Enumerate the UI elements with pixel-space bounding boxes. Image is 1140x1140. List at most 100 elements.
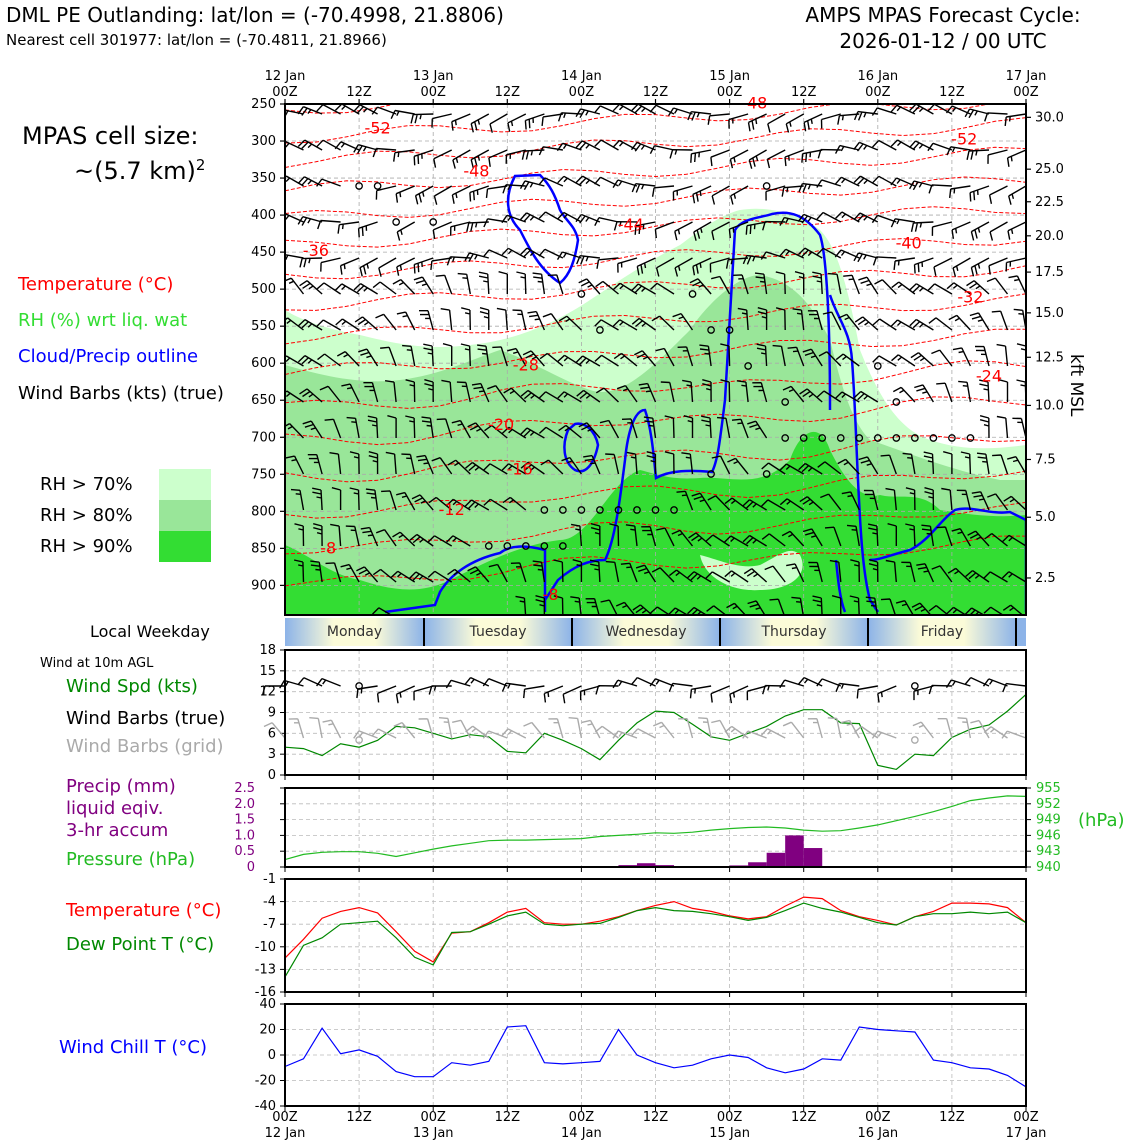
time-date-label: 13 Jan [413,69,454,84]
wind-barb [872,355,897,367]
wind-barb [863,489,879,511]
wind-barb [451,419,471,439]
wind-barb [451,113,471,131]
wind-barb [524,113,545,130]
wind-barb [620,562,638,583]
wind-barb [501,247,527,259]
wind-barb [263,114,285,123]
wind-barbs-grid-label: Wind Barbs (grid) [66,736,224,757]
kft-tick-label: 20.0 [1035,229,1064,244]
wind-barb [655,257,675,277]
wind-barb [340,563,360,583]
wind-barb [612,179,638,188]
wind-barb [590,523,601,547]
wind-barb [757,307,768,330]
wind-barb [290,488,305,511]
wind-barb [317,219,341,230]
wind-barb [520,389,545,403]
temperature-label: -48 [741,93,767,112]
wind-barb [816,247,842,259]
wind-calm-marker [910,682,919,690]
wind-barb [638,382,657,403]
pressure-tick-label: 600 [251,356,276,371]
time-hour-label: 00Z [569,85,595,100]
wind-barb [691,492,712,511]
wind-barb-grid [548,718,564,739]
wind-barb [948,314,971,331]
wind-barb [293,559,305,583]
wind-barb [576,389,601,403]
wind-barb [787,346,805,367]
wind-barb [858,456,879,475]
wind-barb-grid [698,717,712,739]
wind-barb [931,565,953,583]
page-title: DML PE Outlanding: lat/lon = (-70.4998, … [6,3,504,27]
wind-barb [297,216,323,226]
wind-barb [520,247,545,259]
temperature-panel: -1 -4 -7 -10 -13 -16 [255,872,1027,1000]
wind-barb-grid [807,718,823,739]
wind-barb-true [729,685,749,704]
wind-barb-true [877,685,897,703]
wind-barb [905,523,916,547]
wind-barb [868,559,879,583]
wind-barb [664,415,675,439]
wind-barb [779,463,805,475]
wind-barb [478,271,490,295]
precip-bar [748,862,767,867]
wind-barb [375,185,397,200]
temperature-contour-line [285,206,1026,248]
weekday-monday: Monday [285,618,424,646]
wind-barb [385,451,397,475]
precip-bar [766,852,786,867]
wind-barb [720,343,731,367]
wind-barb [505,149,526,164]
wind-calm-marker [596,506,604,514]
wind-barb [324,418,342,439]
wind-barb [636,257,656,276]
forecast-cycle-label: AMPS MPAS Forecast Cycle: [805,3,1081,27]
wind-barb [711,185,730,205]
wind-barb [341,383,360,403]
wind-barb [556,251,582,260]
wind-barb [387,415,397,438]
wind-barb [363,382,379,403]
precip-axis-label: 1.5 [234,813,255,828]
wind-barb [539,352,564,367]
wind-barb [285,561,286,582]
wind-barb [433,149,453,168]
time-hour-label: 00Z [272,85,298,100]
wind-barb [1003,495,1026,511]
wind-barb [446,535,471,547]
temp-axis-label: -13 [255,962,276,977]
wind-barb [835,391,860,403]
wind-calm-marker [521,542,530,550]
wind-axis-label: 18 [259,643,276,658]
wind-barb [594,139,619,151]
wind-barb [692,185,712,204]
wind-barb-true [1002,682,1027,693]
wind-barb-grid [724,725,749,739]
wind-barb [983,571,1008,583]
wind-barb [914,384,934,403]
wind-barb [413,257,434,274]
wind-barb [927,104,953,115]
wind-barb [575,175,601,187]
wind-barb [748,149,767,169]
wind-barb [891,354,916,367]
wind-barb [705,534,730,547]
wind-barb [307,454,323,475]
precip-axis-label: 1.0 [234,828,255,843]
wind-barb [410,113,434,124]
wind-barb [561,456,582,475]
wind-barb [616,384,638,403]
bottom-time-hour-label: 12Z [346,1110,372,1125]
wind-barb [396,257,416,276]
wind-barb [724,570,749,583]
wind-barb [871,214,897,224]
wind-barb-true [501,682,526,692]
temperature-label: -40 [896,233,922,252]
wind-barb [664,451,675,475]
kft-tick-label: 25.0 [1035,162,1064,177]
wind-barb [880,454,897,475]
